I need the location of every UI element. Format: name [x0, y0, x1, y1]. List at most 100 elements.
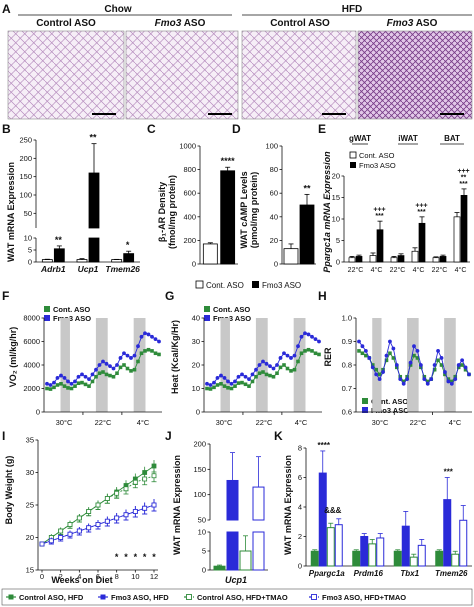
g-point-1-27 — [299, 334, 304, 339]
f-point-0-23 — [125, 366, 130, 371]
g-point-0-21 — [278, 365, 283, 370]
d-ytick-label-4: 80 — [270, 165, 278, 174]
h-point-0-18 — [419, 365, 423, 370]
h-legend: Cont. ASO Fmo3 ASO — [362, 397, 409, 415]
h-ytick-label-0: 0.6 — [342, 408, 352, 417]
bottom-legend-item-2: Fmo3 ASO, HFD — [98, 593, 169, 602]
k-ytick-label-1: 2 — [298, 532, 302, 541]
g-point-0-13 — [250, 379, 255, 384]
g-point-0-4 — [219, 382, 223, 386]
i-point-2-10 — [132, 479, 138, 485]
d-ytick-label-5: 100 — [265, 142, 278, 151]
f-point-1-0 — [45, 381, 49, 386]
h-point-0-28 — [453, 374, 458, 379]
i-point-3-8 — [114, 515, 120, 521]
f-point-1-17 — [104, 361, 109, 366]
f-point-0-28 — [143, 349, 147, 353]
b-ytick-up-label-4: 250 — [19, 136, 32, 145]
e-bar-0-2 — [390, 257, 398, 263]
e-group-iwat: iWAT — [398, 134, 418, 143]
d-ytick-label-2: 40 — [270, 212, 278, 221]
h-point-0-9 — [388, 351, 392, 356]
g-point-0-6 — [226, 385, 230, 390]
c-sig: **** — [221, 156, 236, 166]
b-ytick-up-label-0: 50 — [24, 209, 32, 218]
d-ytick-label-0: 0 — [274, 260, 278, 269]
panel-letter-d: D — [232, 122, 241, 136]
panel-letter-e: E — [318, 122, 326, 136]
cd-legend-label-fmo3: Fmo3 ASO — [262, 281, 301, 290]
k-bar-1-3 — [443, 499, 452, 567]
i-point-2-3 — [67, 522, 73, 527]
f-point-0-10 — [80, 380, 84, 385]
g-point-0-0 — [205, 386, 209, 391]
e-bar-0-4 — [432, 257, 440, 263]
f-point-1-7 — [69, 381, 74, 386]
f-point-0-2 — [52, 385, 56, 390]
j-bar-3 — [252, 486, 265, 521]
image-label-1: Control ASO — [36, 18, 96, 29]
h-point-0-30 — [460, 363, 464, 367]
h-point-1-30 — [460, 358, 465, 363]
c-ytick-label-1: 200 — [183, 236, 196, 245]
i-ylabel: Body Weight (g) — [4, 456, 14, 525]
e-legend-label-fmo3: Fmo3 ASO — [359, 161, 396, 170]
f-legend-label-fmo3: Fmo3 ASO — [53, 314, 91, 323]
g-point-1-25 — [292, 353, 297, 358]
h-point-0-8 — [384, 358, 389, 363]
h-point-1-23 — [436, 349, 440, 353]
bottom-legend-marker-1 — [8, 594, 14, 600]
e-sig-5-2: +++ — [457, 168, 469, 175]
f-point-1-8 — [73, 379, 77, 384]
b-sig-1: ** — [89, 133, 97, 143]
g-point-1-29 — [306, 332, 311, 337]
i-xlabel: Weeks on Diet — [51, 575, 112, 585]
g-point-0-19 — [271, 374, 276, 379]
f-point-0-16 — [101, 370, 105, 374]
e-bar-0-1 — [369, 255, 377, 263]
f-point-1-27 — [139, 334, 144, 339]
i-sig-8: * — [115, 552, 119, 562]
g-point-1-31 — [313, 337, 318, 342]
i-point-2-11 — [142, 476, 148, 482]
e-ytick-label-1: 5 — [336, 236, 340, 245]
c-bar-1 — [220, 170, 236, 265]
i-ytick-label-1: 20 — [26, 533, 34, 542]
g-point-0-22 — [282, 363, 286, 367]
bottom-legend-label-4: Fmo3 ASO, HFD+TMAO — [322, 593, 406, 602]
f-ytick-label-1: 2000 — [23, 384, 40, 393]
g-point-0-10 — [240, 380, 244, 385]
bottom-legend-label-1: Control ASO, HFD — [19, 593, 84, 602]
i-point-3-5 — [86, 525, 92, 531]
h-dark-phase-0 — [372, 318, 382, 412]
k-bar-3-1 — [376, 537, 385, 567]
f-point-0-25 — [132, 367, 137, 372]
g-point-0-23 — [285, 366, 290, 371]
k-ylabel: WAT mRNA Expression — [283, 455, 293, 555]
bottom-legend-marker-4 — [311, 594, 317, 600]
h-point-0-20 — [425, 379, 430, 384]
g-point-0-27 — [299, 351, 304, 356]
b-ytick-up-label-2: 150 — [19, 172, 32, 181]
f-point-0-31 — [153, 351, 158, 356]
h-point-1-21 — [429, 377, 434, 381]
k-category-label-0: Ppargc1a — [309, 569, 346, 578]
e-sig-3-0: *** — [417, 209, 425, 216]
g-point-0-32 — [317, 352, 321, 357]
k-bar-2-0 — [326, 527, 335, 567]
f-point-1-32 — [157, 339, 161, 344]
g-point-1-30 — [310, 334, 314, 339]
h-legend-label-fmo3: Fmo3 ASO — [371, 406, 409, 415]
g-point-1-28 — [303, 331, 307, 336]
b-bar-1-2 — [123, 253, 135, 263]
e-ylabel: Ppargc1a mRNA Expression — [322, 151, 332, 273]
h-point-1-29 — [456, 363, 461, 367]
i-ytick-label-2: 25 — [26, 501, 34, 510]
j-bar-2 — [239, 550, 252, 571]
h-point-1-31 — [463, 365, 468, 370]
k-bar-0-1 — [352, 550, 361, 567]
h-ytick-label-2: 0.8 — [342, 361, 352, 370]
g-point-1-6 — [226, 379, 230, 384]
g-point-1-24 — [289, 356, 293, 360]
